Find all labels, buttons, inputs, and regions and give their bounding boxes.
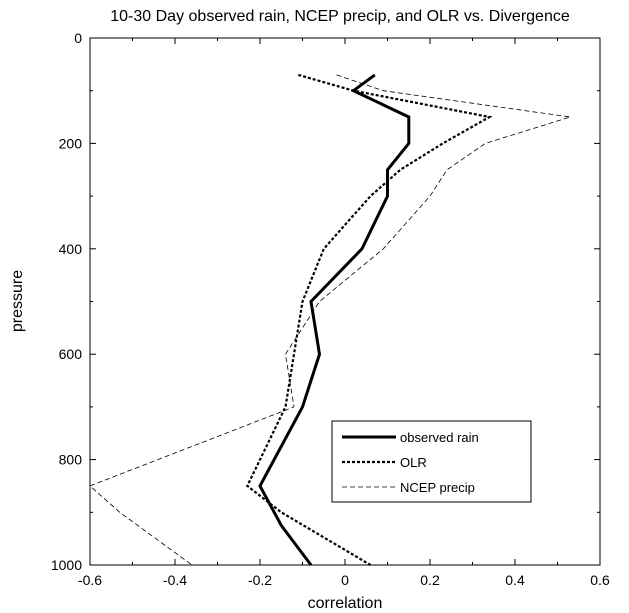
y-tick-label: 1000 bbox=[51, 557, 82, 573]
legend-label-olr: OLR bbox=[400, 455, 427, 470]
y-tick-label: 800 bbox=[59, 452, 83, 468]
x-tick-label: -0.6 bbox=[78, 572, 102, 588]
series-line-ncep-precip bbox=[89, 74, 571, 566]
y-tick-label: 200 bbox=[59, 135, 83, 151]
x-tick-label: 0 bbox=[341, 572, 349, 588]
axis-ticks: -0.6 -0.4 -0.2 0 0.2 0.4 0.6 0 200 400 600 800 1000 bbox=[51, 30, 610, 588]
legend: observed rain OLR NCEP precip bbox=[331, 420, 532, 503]
legend-label-ncep-precip: NCEP precip bbox=[400, 480, 475, 495]
series-line-observed-rain bbox=[258, 73, 411, 566]
x-tick-label: 0.2 bbox=[420, 572, 440, 588]
legend-label-observed-rain: observed rain bbox=[400, 430, 479, 445]
x-tick-label: 0.6 bbox=[590, 572, 610, 588]
legend-box bbox=[331, 420, 532, 503]
y-axis-title: pressure bbox=[9, 270, 26, 332]
x-tick-label: -0.2 bbox=[248, 572, 272, 588]
x-tick-label: -0.4 bbox=[163, 572, 187, 588]
series-line-olr bbox=[245, 73, 493, 566]
y-tick-label: 600 bbox=[59, 346, 83, 362]
y-tick-label: 400 bbox=[59, 241, 83, 257]
x-axis-title: correlation bbox=[308, 595, 383, 612]
series-layer bbox=[89, 73, 571, 566]
x-tick-label: 0.4 bbox=[505, 572, 525, 588]
y-tick-label: 0 bbox=[74, 30, 82, 46]
chart-title: 10-30 Day observed rain, NCEP precip, an… bbox=[110, 8, 570, 25]
